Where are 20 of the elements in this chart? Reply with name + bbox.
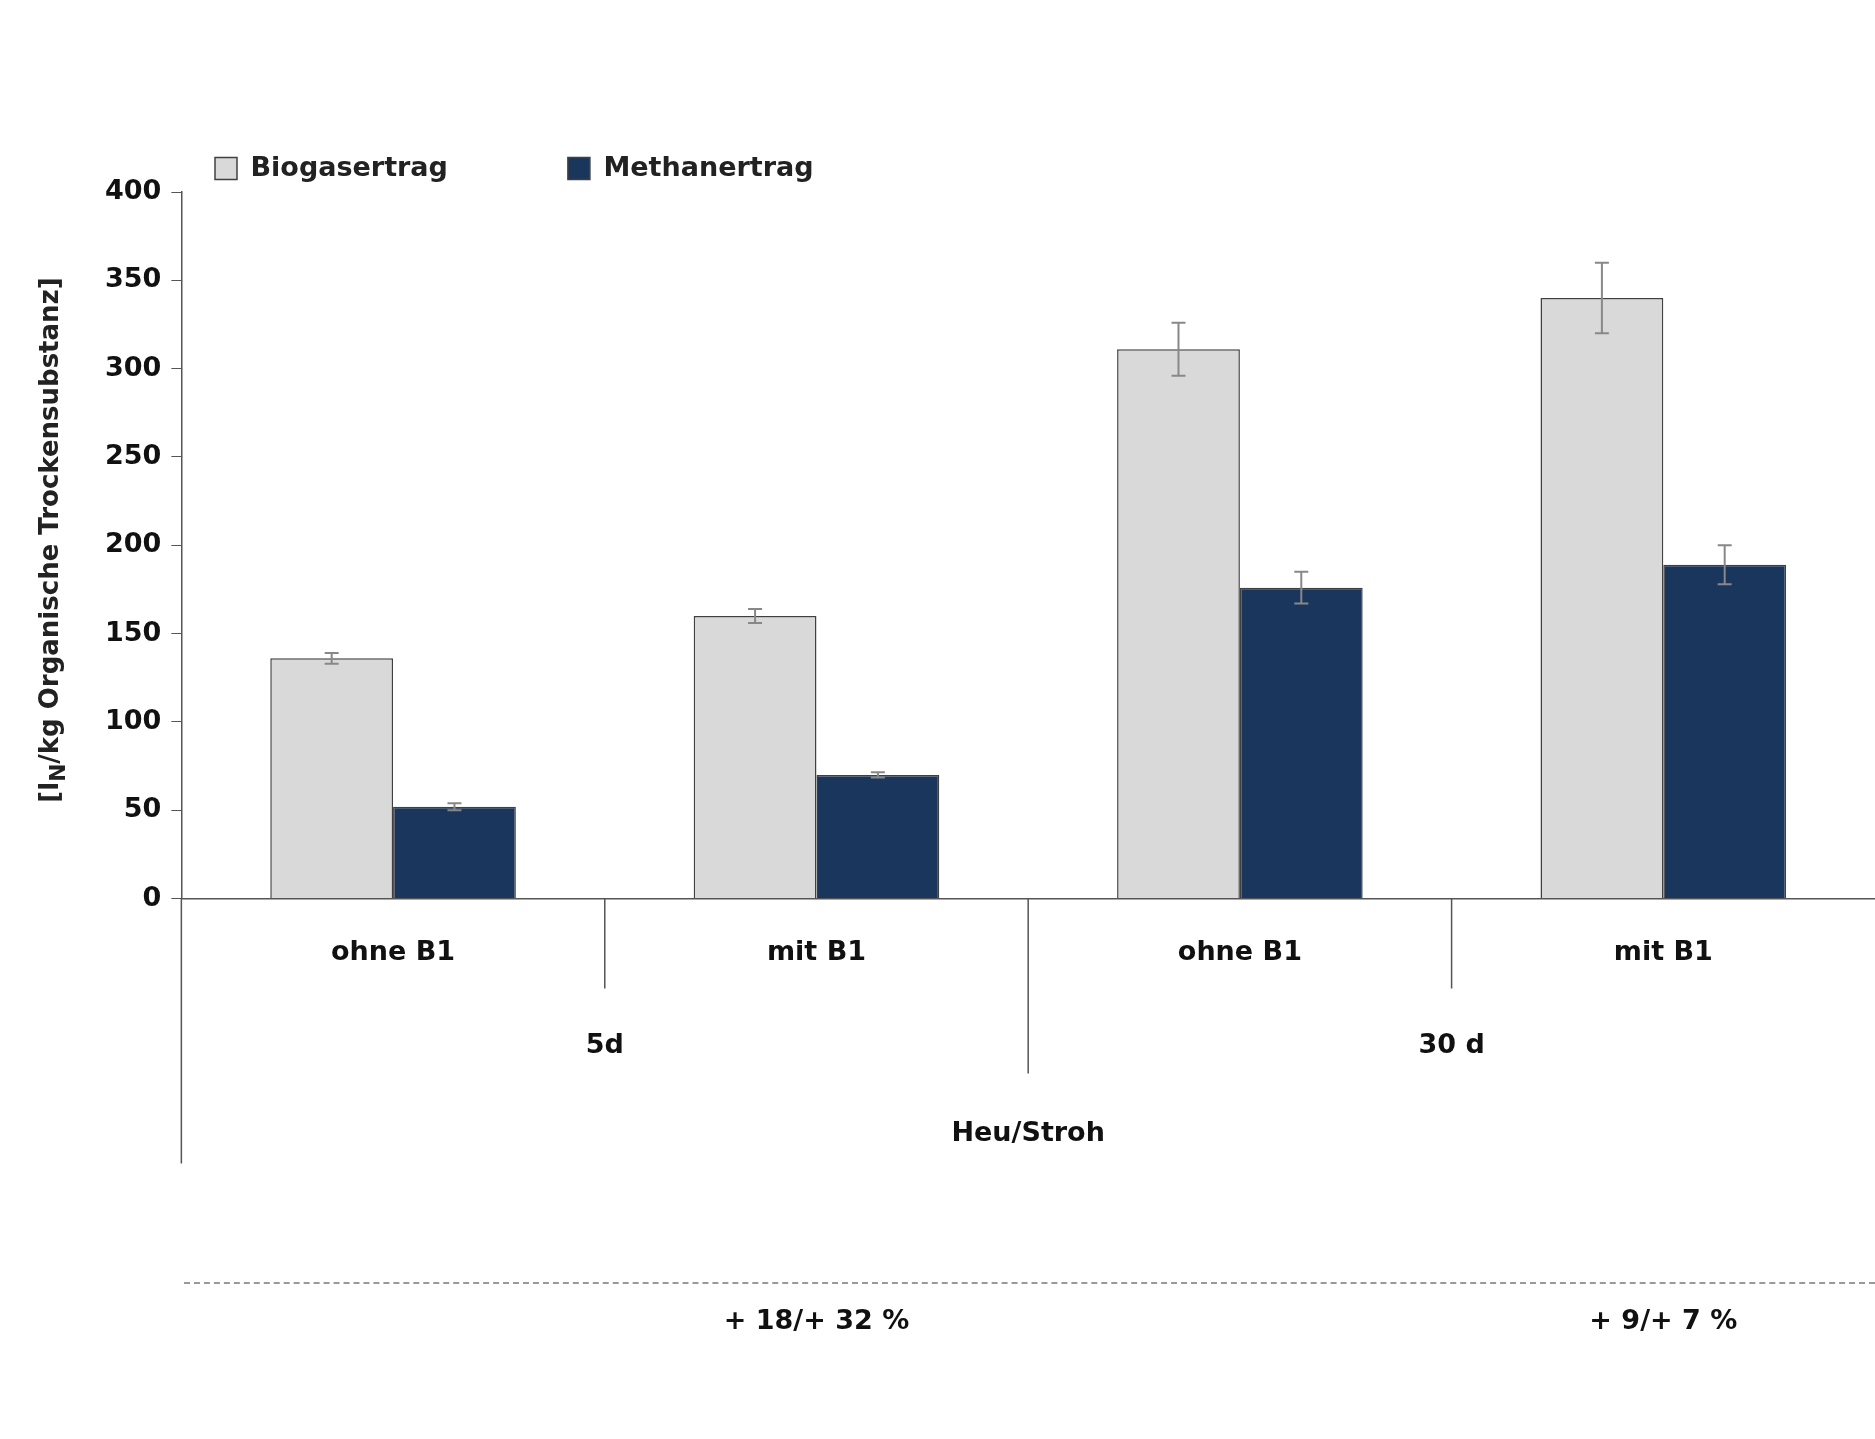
- y-tick-label: 250: [104, 438, 162, 470]
- x-tick-label: mit B1: [1613, 934, 1713, 966]
- legend-label: Methanertrag: [603, 150, 814, 182]
- y-tick-label: 100: [104, 703, 162, 735]
- x-tick-label: mit B1: [766, 934, 867, 966]
- x-tick-label: ohne B1: [331, 934, 456, 966]
- y-tick-label: 300: [104, 350, 162, 382]
- text: 30 d: [1418, 1027, 1485, 1059]
- y-tick-label: 400: [104, 174, 162, 206]
- legend-label: Biogasertrag: [250, 150, 448, 182]
- y-tick-label: 0: [142, 880, 162, 912]
- y-tick-label: 350: [104, 262, 162, 294]
- y-tick-label: 150: [104, 615, 162, 647]
- y-tick-label: 50: [123, 792, 162, 824]
- text: + 9/+ 7 %: [1589, 1303, 1738, 1335]
- text: Heu/Stroh: [951, 1115, 1105, 1147]
- x-tick-label: ohne B1: [1177, 934, 1302, 966]
- text: 5d: [585, 1027, 624, 1059]
- y-tick-label: 200: [104, 527, 162, 559]
- text: + 18/+ 32 %: [723, 1303, 910, 1335]
